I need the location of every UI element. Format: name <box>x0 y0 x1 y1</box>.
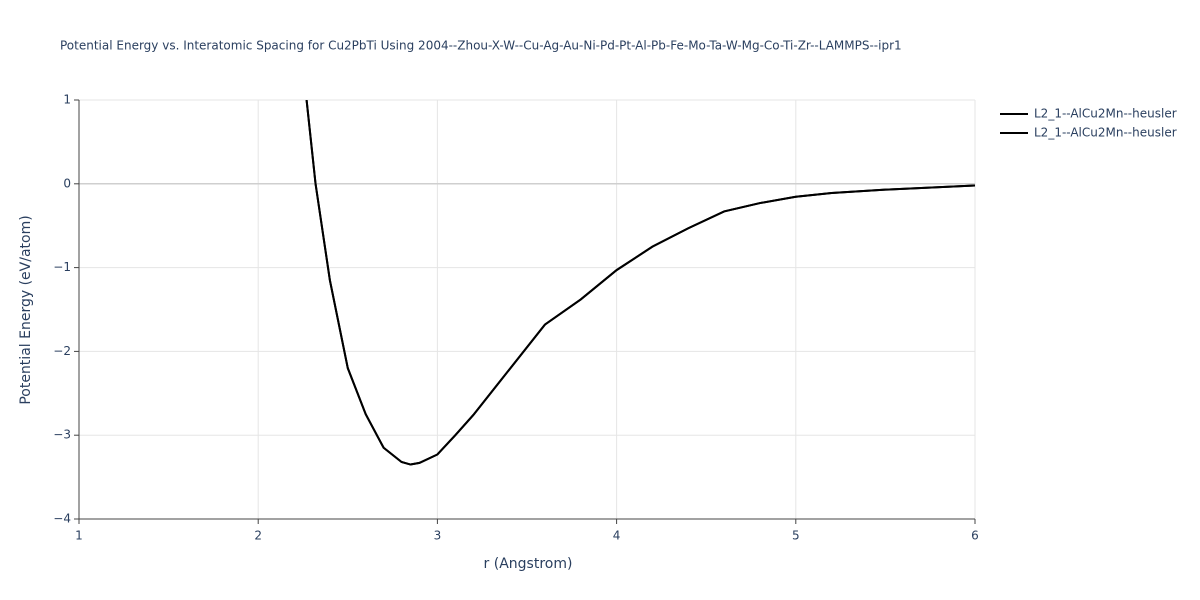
x-tick-label: 6 <box>971 529 979 543</box>
x-tick-label: 1 <box>75 529 83 543</box>
x-tick-label: 3 <box>434 529 442 543</box>
x-tick-label: 5 <box>792 529 800 543</box>
legend-label: L2_1--AlCu2Mn--heusler <box>1034 107 1177 121</box>
series-line <box>305 100 975 466</box>
series-line <box>305 100 975 466</box>
y-axis-label: Potential Energy (eV/atom) <box>18 215 34 404</box>
x-tick-label: 2 <box>254 529 262 543</box>
y-tick-label: −4 <box>53 512 71 526</box>
chart-title: Potential Energy vs. Interatomic Spacing… <box>60 39 902 53</box>
x-tick-label: 4 <box>613 529 621 543</box>
y-tick-label: 0 <box>63 176 71 190</box>
y-tick-label: −2 <box>53 344 71 358</box>
y-tick-label: 1 <box>63 93 71 107</box>
y-tick-label: −1 <box>53 260 71 274</box>
legend-label: L2_1--AlCu2Mn--heusler <box>1034 126 1177 140</box>
y-tick-label: −3 <box>53 428 71 442</box>
x-axis-label: r (Angstrom) <box>484 556 573 572</box>
